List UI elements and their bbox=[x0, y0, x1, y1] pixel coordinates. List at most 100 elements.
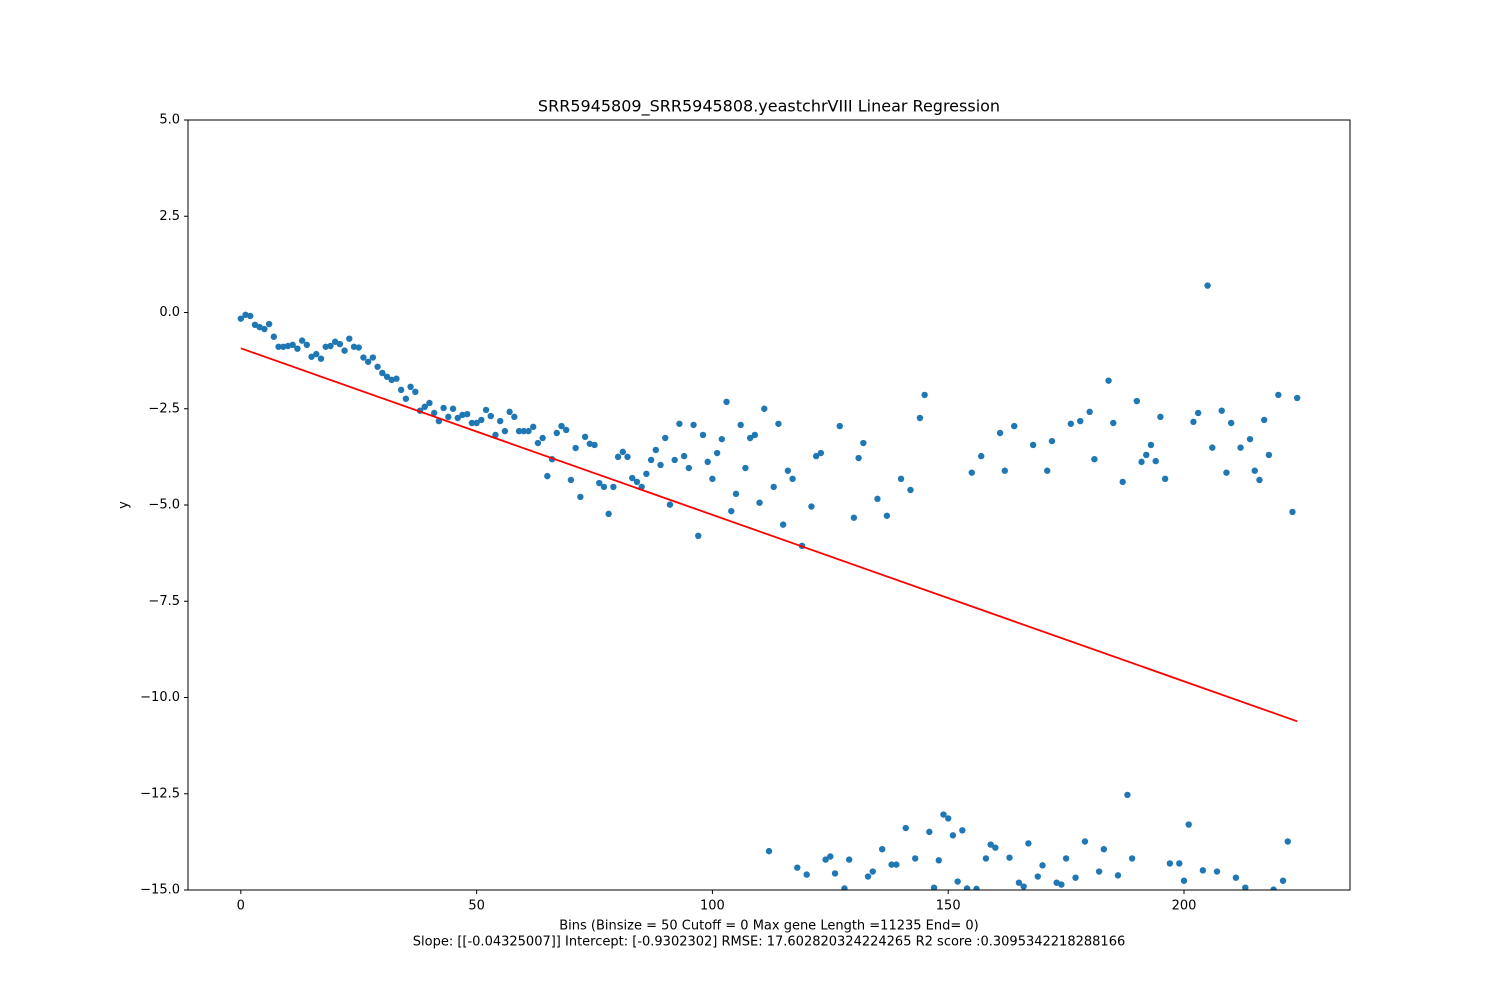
scatter-point bbox=[817, 449, 825, 457]
scatter-point bbox=[916, 414, 924, 422]
scatter-point bbox=[350, 343, 358, 350]
scatter-point bbox=[402, 395, 410, 402]
scatter-point bbox=[996, 429, 1004, 437]
scatter-point bbox=[709, 475, 716, 483]
scatter-point bbox=[563, 426, 570, 434]
scatter-point bbox=[1246, 435, 1254, 443]
scatter-point bbox=[680, 452, 688, 460]
scatter-point bbox=[1039, 862, 1046, 869]
scatter-point bbox=[1143, 451, 1150, 459]
scatter-point bbox=[732, 490, 740, 498]
scatter-point bbox=[336, 340, 344, 348]
scatter-point bbox=[487, 412, 494, 420]
scatter-point bbox=[397, 386, 405, 394]
scatter-point bbox=[308, 353, 315, 360]
scatter-point bbox=[289, 341, 296, 349]
scatter-point bbox=[1199, 867, 1207, 874]
scatter-point bbox=[341, 347, 348, 354]
scatter-point bbox=[1284, 838, 1291, 845]
scatter-point bbox=[265, 320, 273, 328]
scatter-point bbox=[629, 474, 636, 482]
scatter-point bbox=[657, 461, 664, 469]
scatter-point bbox=[1015, 879, 1023, 886]
scatter-point bbox=[751, 431, 759, 439]
scatter-point bbox=[1190, 418, 1197, 426]
scatter-point bbox=[1275, 391, 1282, 399]
scatter-point bbox=[954, 878, 961, 885]
y-tick-label: −5.0 bbox=[148, 498, 180, 513]
scatter-point bbox=[492, 431, 499, 439]
scatter-point bbox=[836, 422, 843, 430]
scatter-point bbox=[1025, 840, 1032, 847]
scatter-point bbox=[1119, 478, 1126, 486]
y-tick-label: −12.5 bbox=[140, 786, 180, 801]
scatter-point bbox=[454, 414, 461, 422]
scatter-point bbox=[558, 422, 565, 430]
scatter-point bbox=[605, 510, 612, 518]
chart-title: SRR5945809_SRR5945808.yeastchrVIII Linea… bbox=[538, 97, 1000, 117]
scatter-point bbox=[581, 433, 589, 441]
y-tick-label: 0.0 bbox=[159, 305, 180, 320]
x-tick-label: 50 bbox=[468, 899, 485, 914]
scatter-point bbox=[827, 853, 834, 860]
scatter-point bbox=[926, 828, 933, 836]
scatter-point bbox=[1062, 855, 1070, 862]
scatter-point bbox=[855, 454, 862, 462]
scatter-point bbox=[327, 342, 334, 350]
scatter-point bbox=[860, 439, 867, 447]
scatter-point bbox=[591, 441, 598, 449]
scatter-point bbox=[383, 373, 391, 380]
scatter-point bbox=[1256, 476, 1263, 484]
scatter-point bbox=[463, 410, 471, 418]
scatter-point bbox=[1185, 821, 1192, 828]
scatter-point bbox=[676, 420, 683, 427]
scatter-point bbox=[355, 344, 362, 351]
scatter-point bbox=[1157, 413, 1164, 421]
scatter-point bbox=[247, 312, 254, 320]
scatter-point bbox=[695, 532, 702, 539]
scatter-point bbox=[530, 423, 537, 431]
scatter-point bbox=[303, 341, 311, 349]
scatter-point bbox=[1180, 877, 1188, 884]
scatter-point bbox=[1237, 444, 1244, 451]
scatter-point bbox=[1270, 886, 1277, 890]
x-tick-label: 200 bbox=[1172, 899, 1197, 914]
scatter-point bbox=[949, 832, 957, 839]
scatter-point bbox=[1209, 444, 1216, 451]
scatter-point bbox=[940, 811, 947, 818]
x-axis-note: Slope: [[-0.04325007]] Intercept: [-0.93… bbox=[413, 935, 1125, 950]
scatter-point bbox=[779, 521, 787, 528]
scatter-point bbox=[445, 413, 452, 421]
scatter-point bbox=[945, 815, 952, 822]
scatter-point bbox=[728, 507, 735, 515]
scatter-point bbox=[374, 363, 381, 370]
scatter-point bbox=[1124, 791, 1131, 799]
scatter-point bbox=[737, 421, 744, 429]
scatter-point bbox=[718, 435, 726, 443]
y-tick-label: −10.0 bbox=[140, 690, 180, 705]
scatter-point bbox=[294, 345, 301, 352]
scatter-point bbox=[1213, 868, 1221, 875]
scatter-point bbox=[652, 446, 660, 454]
scatter-point bbox=[869, 868, 876, 875]
scatter-point bbox=[850, 514, 858, 521]
scatter-point bbox=[614, 453, 622, 461]
scatter-point bbox=[1194, 409, 1202, 417]
scatter-point bbox=[572, 444, 579, 452]
scatter-point bbox=[987, 841, 994, 848]
scatter-point bbox=[1100, 845, 1108, 853]
scatter-point bbox=[699, 431, 707, 439]
scatter-point bbox=[1095, 868, 1103, 875]
scatter-point bbox=[298, 337, 306, 344]
scatter-point bbox=[478, 416, 485, 424]
scatter-point bbox=[364, 358, 372, 365]
scatter-point bbox=[1166, 860, 1174, 867]
scatter-point bbox=[1289, 508, 1296, 516]
scatter-point bbox=[671, 456, 678, 464]
scatter-point bbox=[1147, 441, 1155, 449]
scatter-point bbox=[482, 406, 490, 414]
scatter-point bbox=[713, 449, 721, 457]
scatter-point bbox=[534, 439, 542, 447]
scatter-point bbox=[1029, 441, 1037, 449]
